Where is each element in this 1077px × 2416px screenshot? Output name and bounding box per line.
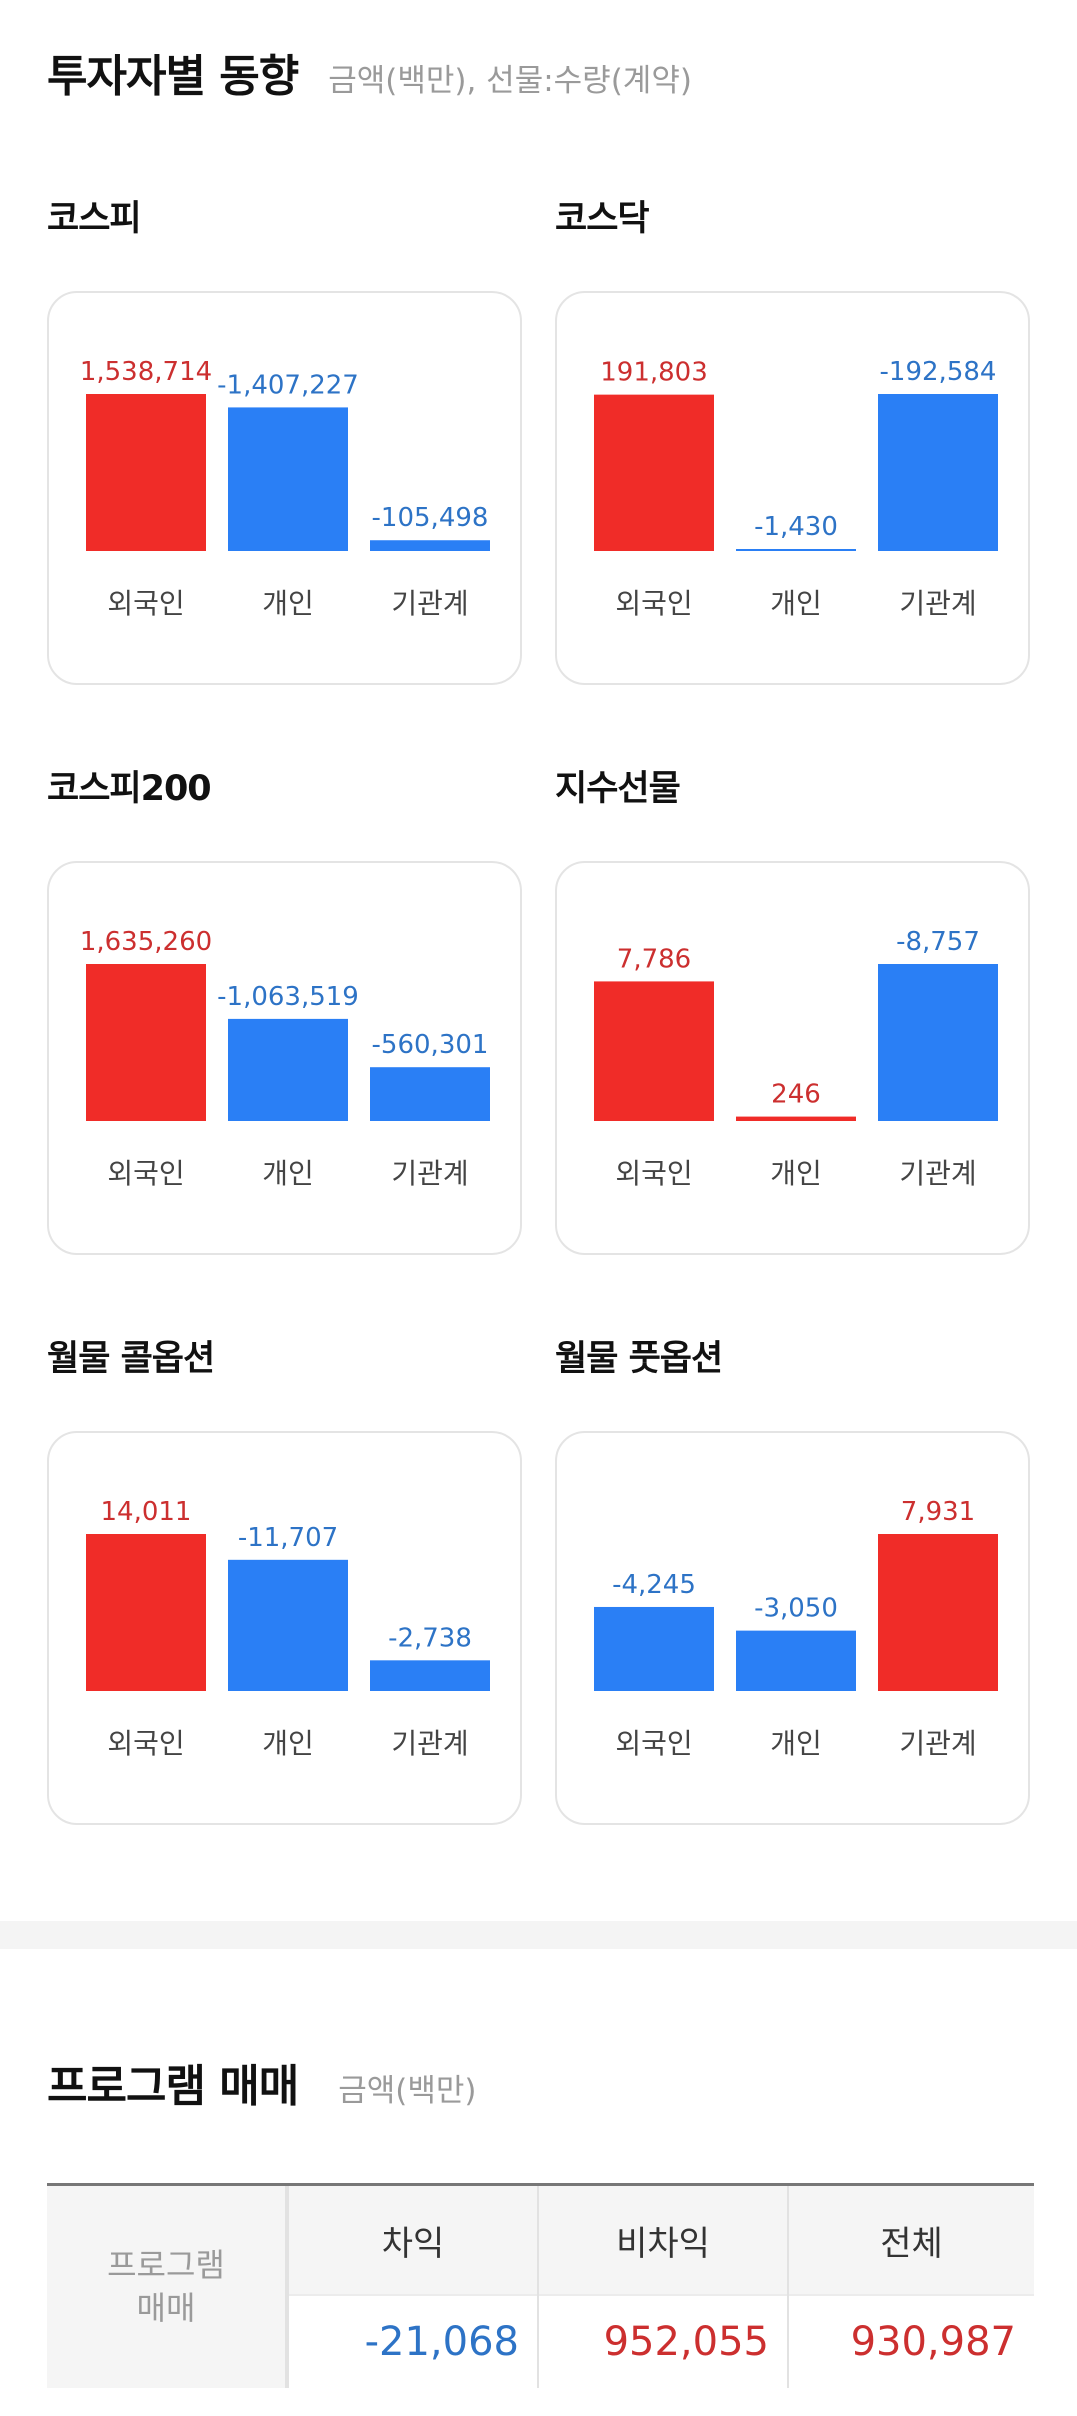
- chart-card-index-futures[interactable]: 7,786 외국인 246 개인 -8,757 기관계: [555, 861, 1030, 1255]
- bar-value-label: 246: [771, 1080, 821, 1110]
- bar-category-label: 기관계: [899, 1157, 976, 1190]
- bar: [86, 1534, 206, 1691]
- section-title-kosdaq: 코스닥: [555, 199, 650, 239]
- program-row-label-line2: 매매: [136, 2289, 196, 2327]
- bar-value-label: 1,538,714: [80, 357, 212, 387]
- bar: [878, 394, 998, 551]
- bar-value-label: -1,430: [754, 512, 838, 542]
- bar-value-label: -2,738: [388, 1623, 472, 1653]
- bar-value-label: -8,757: [896, 927, 980, 957]
- bar: [736, 549, 856, 551]
- program-row-label: 프로그램 매매: [47, 2186, 287, 2388]
- bar-chart: -4,245 외국인 -3,050 개인 7,931 기관계: [594, 1497, 998, 1760]
- bar-category-label: 외국인: [615, 1157, 692, 1190]
- bar-category-label: 개인: [262, 587, 314, 620]
- bar-category-label: 기관계: [391, 587, 468, 620]
- program-col-non-arbitrage: 비차익 952,055: [537, 2186, 787, 2388]
- program-header: 프로그램 매매 금액(백만): [47, 2050, 476, 2114]
- bar-category-label: 외국인: [107, 1157, 184, 1190]
- bar: [736, 1116, 856, 1121]
- bar: [86, 394, 206, 551]
- bar-value-label: -1,063,519: [217, 982, 359, 1012]
- section-title-call-options: 월물 콜옵션: [47, 1339, 215, 1379]
- bar: [370, 1067, 490, 1121]
- bar: [736, 1630, 856, 1691]
- bar-category-label: 기관계: [899, 1727, 976, 1760]
- bar: [594, 981, 714, 1121]
- bar-value-label: 14,011: [101, 1497, 192, 1527]
- program-subtitle: 금액(백만): [338, 2073, 477, 2109]
- bar: [878, 1534, 998, 1691]
- program-col-total: 전체 930,987: [787, 2186, 1034, 2388]
- chart-card-kospi[interactable]: 1,538,714 외국인 -1,407,227 개인 -105,498 기관계: [47, 291, 522, 685]
- section-title-put-options: 월물 풋옵션: [555, 1339, 723, 1379]
- bar-category-label: 외국인: [107, 1727, 184, 1760]
- bar: [228, 1559, 348, 1691]
- program-table: 프로그램 매매 차익 -21,068 비차익 952,055 전체 930,98…: [47, 2183, 1034, 2388]
- bar-chart: 7,786 외국인 246 개인 -8,757 기관계: [594, 927, 998, 1190]
- program-col-value: -21,068: [289, 2294, 537, 2388]
- bar: [370, 1660, 490, 1691]
- bar-chart: 14,011 외국인 -11,707 개인 -2,738 기관계: [86, 1497, 490, 1760]
- bar: [228, 1018, 348, 1121]
- section-title-index-futures: 지수선물: [555, 769, 681, 809]
- bar-value-label: -4,245: [612, 1570, 696, 1600]
- bar-category-label: 외국인: [615, 587, 692, 620]
- program-col-header: 차익: [381, 2223, 445, 2264]
- bar-category-label: 기관계: [391, 1157, 468, 1190]
- bar-value-label: -11,707: [238, 1523, 338, 1553]
- chart-card-kosdaq[interactable]: 191,803 외국인 -1,430 개인 -192,584 기관계: [555, 291, 1030, 685]
- bar-category-label: 외국인: [615, 1727, 692, 1760]
- bar: [86, 964, 206, 1121]
- bar: [594, 1606, 714, 1691]
- bar-category-label: 기관계: [391, 1727, 468, 1760]
- program-title: 프로그램 매매: [47, 2061, 299, 2112]
- program-row-label-line1: 프로그램: [107, 2246, 225, 2284]
- bar: [594, 394, 714, 551]
- bar-value-label: -192,584: [880, 357, 997, 387]
- chart-card-kospi200[interactable]: 1,635,260 외국인 -1,063,519 개인 -560,301 기관계: [47, 861, 522, 1255]
- program-col-header: 전체: [880, 2223, 943, 2264]
- page-header: 투자자별 동향 금액(백만), 선물:수량(계약): [47, 40, 692, 104]
- chart-card-call-options[interactable]: 14,011 외국인 -11,707 개인 -2,738 기관계: [47, 1431, 522, 1825]
- bar-value-label: 1,635,260: [80, 927, 212, 957]
- section-title-kospi200: 코스피200: [47, 769, 212, 809]
- bar-value-label: -1,407,227: [217, 370, 359, 400]
- program-col-arbitrage: 차익 -21,068: [287, 2186, 537, 2388]
- bar: [878, 964, 998, 1121]
- bar-chart: 1,635,260 외국인 -1,063,519 개인 -560,301 기관계: [80, 927, 490, 1190]
- bar-category-label: 외국인: [107, 587, 184, 620]
- page-title: 투자자별 동향: [47, 51, 299, 102]
- bar-category-label: 개인: [770, 1157, 822, 1190]
- bar: [370, 540, 490, 551]
- bar-chart: 191,803 외국인 -1,430 개인 -192,584 기관계: [594, 357, 998, 620]
- program-col-value: 952,055: [539, 2294, 787, 2388]
- bar-value-label: 7,786: [617, 944, 691, 974]
- bar-value-label: -105,498: [372, 503, 489, 533]
- bar-category-label: 개인: [770, 1727, 822, 1760]
- page-subtitle: 금액(백만), 선물:수량(계약): [328, 63, 692, 99]
- bar-category-label: 개인: [262, 1157, 314, 1190]
- section-title-kospi: 코스피: [47, 199, 142, 239]
- bar-category-label: 개인: [262, 1727, 314, 1760]
- bar-value-label: 191,803: [600, 358, 708, 388]
- program-col-value: 930,987: [789, 2294, 1034, 2388]
- program-col-header: 비차익: [616, 2223, 710, 2264]
- section-divider: [0, 1921, 1077, 1949]
- bar-category-label: 기관계: [899, 587, 976, 620]
- bar: [228, 407, 348, 551]
- bar-value-label: -3,050: [754, 1594, 838, 1624]
- bar-chart: 1,538,714 외국인 -1,407,227 개인 -105,498 기관계: [80, 357, 490, 620]
- bar-value-label: -560,301: [372, 1030, 489, 1060]
- chart-card-put-options[interactable]: -4,245 외국인 -3,050 개인 7,931 기관계: [555, 1431, 1030, 1825]
- bar-category-label: 개인: [770, 587, 822, 620]
- bar-value-label: 7,931: [901, 1497, 975, 1527]
